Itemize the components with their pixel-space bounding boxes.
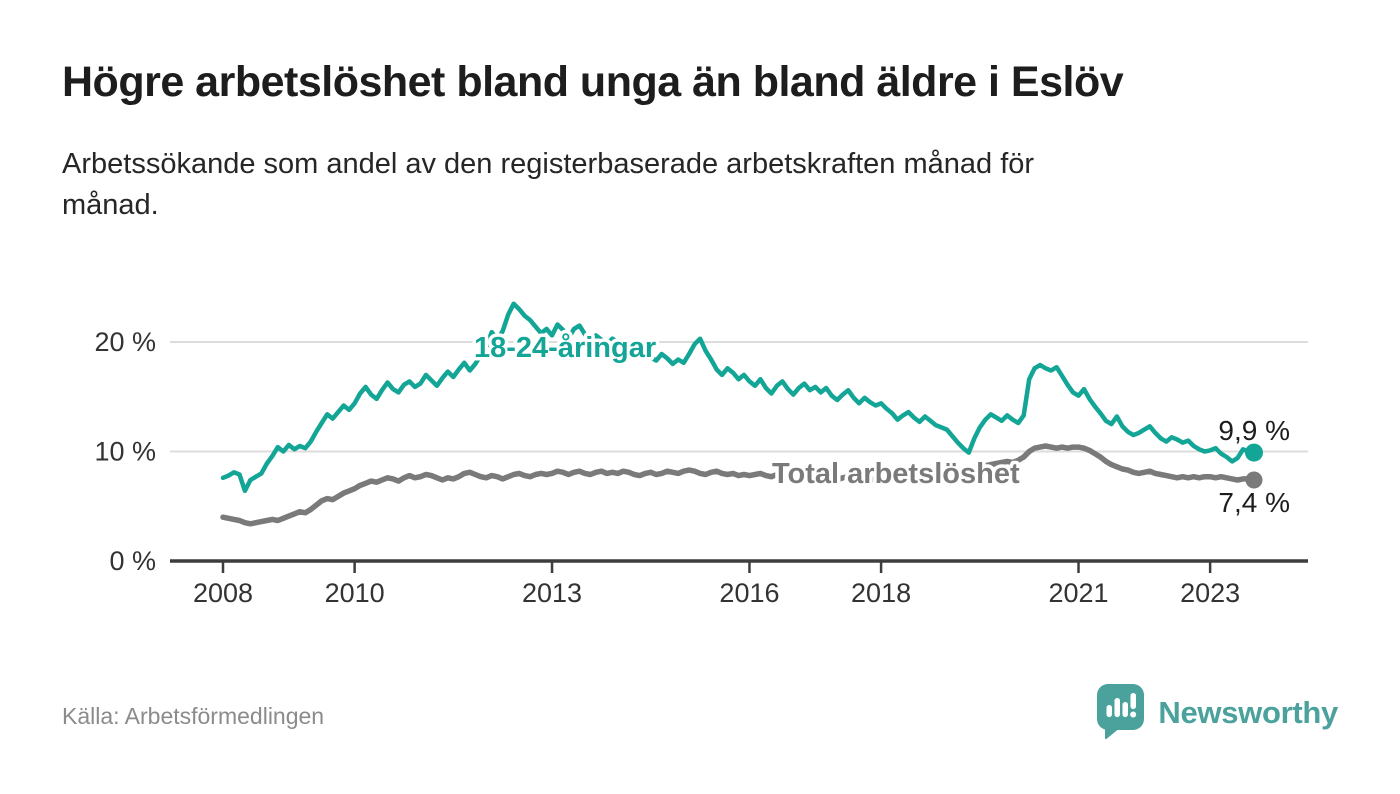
series-line-young: [220, 301, 1257, 494]
y-tick-label: 20 %: [94, 327, 156, 357]
newsworthy-logo-text: Newsworthy: [1158, 694, 1338, 730]
x-tick-label: 2016: [719, 578, 779, 608]
x-tick-label: 2010: [325, 578, 385, 608]
end-value-label-young: 9,9 %: [1218, 415, 1290, 446]
series-line-total: [220, 443, 1257, 527]
x-tick-label: 2023: [1180, 578, 1240, 608]
chart-subtitle: Arbetssökande som andel av den registerb…: [62, 144, 1034, 226]
y-tick-label: 10 %: [94, 437, 156, 467]
x-tick-label: 2013: [522, 578, 582, 608]
x-tick-label: 2018: [851, 578, 911, 608]
chart-subtitle-line-1: Arbetssökande som andel av den registerb…: [62, 148, 1035, 180]
x-tick-label: 2008: [193, 578, 253, 608]
page-title: Högre arbetslöshet bland unga än bland ä…: [62, 58, 1124, 106]
series-label-young: 18-24-åringar: [474, 332, 656, 364]
y-tick-label: 0 %: [109, 546, 156, 576]
newsworthy-logo: Newsworthy: [1097, 684, 1338, 741]
source-note: Källa: Arbetsförmedlingen: [62, 703, 325, 729]
series-end-dot-total: [1245, 471, 1263, 489]
x-tick-label: 2021: [1048, 578, 1108, 608]
chart-subtitle-line-2: månad.: [62, 189, 159, 221]
series-end-dot-young: [1245, 443, 1263, 462]
end-value-label-total: 7,4 %: [1218, 487, 1290, 518]
series-label-total: Total arbetslöshet: [772, 458, 1020, 490]
newsworthy-logo-icon: [1097, 684, 1145, 740]
